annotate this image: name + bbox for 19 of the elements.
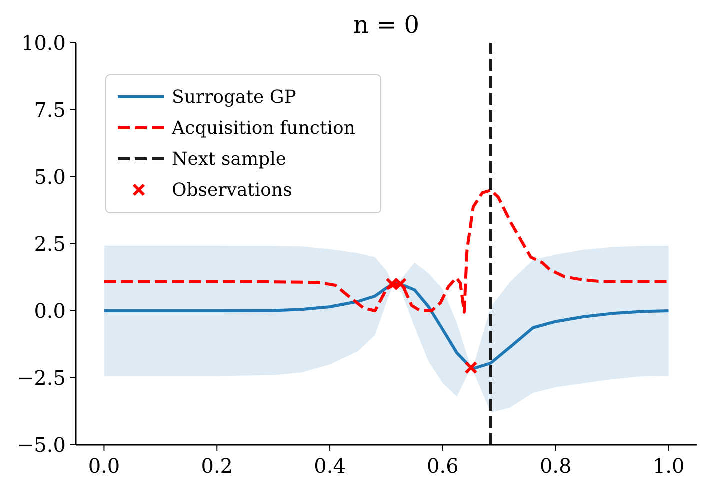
x-tick-label: 0.4 — [314, 454, 346, 478]
x-tick-label: 0.2 — [201, 454, 234, 478]
x-tick-label: 0.6 — [427, 454, 459, 478]
legend-label: Observations — [172, 180, 292, 201]
x-tick-label: 0.8 — [540, 454, 572, 478]
y-tick-label: 7.5 — [34, 98, 66, 122]
x-tick-label: 0.0 — [88, 454, 120, 478]
y-tick-label: −5.0 — [17, 433, 66, 457]
y-tick-label: 10.0 — [21, 31, 66, 55]
legend-label: Next sample — [172, 149, 286, 170]
y-tick-label: 2.5 — [34, 232, 66, 256]
legend-label: Surrogate GP — [172, 87, 296, 108]
x-tick-label: 1.0 — [652, 454, 685, 478]
legend-label: Acquisition function — [171, 118, 356, 139]
y-tick-label: 0.0 — [34, 299, 66, 323]
line-series — [102, 282, 670, 370]
chart-title: n = 0 — [353, 11, 420, 39]
y-tick-label: 5.0 — [34, 165, 66, 189]
y-tick-label: −2.5 — [17, 366, 66, 390]
